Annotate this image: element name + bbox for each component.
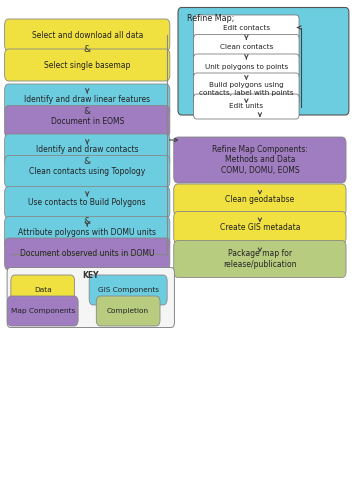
FancyBboxPatch shape	[5, 84, 170, 116]
Text: &: &	[84, 217, 91, 226]
Text: Create GIS metadata: Create GIS metadata	[220, 223, 300, 232]
FancyBboxPatch shape	[174, 240, 346, 278]
Text: GIS Components: GIS Components	[98, 287, 159, 293]
FancyBboxPatch shape	[194, 73, 299, 105]
FancyBboxPatch shape	[5, 238, 170, 270]
Text: Build polygons using
contacts, label with points: Build polygons using contacts, label wit…	[199, 82, 294, 96]
FancyBboxPatch shape	[194, 15, 299, 40]
FancyBboxPatch shape	[194, 54, 299, 79]
Text: Select single basemap: Select single basemap	[44, 60, 130, 70]
Text: Document in EOMS: Document in EOMS	[51, 117, 124, 126]
Text: &: &	[84, 156, 91, 166]
Text: Clean geodatabse: Clean geodatabse	[225, 196, 294, 204]
Text: Edit contacts: Edit contacts	[223, 24, 270, 30]
Text: &: &	[84, 106, 91, 116]
FancyBboxPatch shape	[178, 8, 349, 115]
FancyBboxPatch shape	[5, 186, 170, 218]
Text: Identify and draw contacts: Identify and draw contacts	[36, 146, 138, 154]
Text: Completion: Completion	[107, 308, 149, 314]
Text: Refine Map;: Refine Map;	[187, 14, 234, 23]
Text: Map Components: Map Components	[11, 308, 75, 314]
FancyBboxPatch shape	[174, 184, 346, 216]
FancyBboxPatch shape	[7, 296, 78, 326]
Text: Package map for
release/publication: Package map for release/publication	[223, 250, 297, 268]
FancyBboxPatch shape	[89, 275, 167, 305]
Text: Refine Map Components:
Methods and Data
COMU, DOMU, EOMS: Refine Map Components: Methods and Data …	[212, 145, 308, 175]
Text: &: &	[84, 44, 91, 54]
FancyBboxPatch shape	[5, 156, 170, 188]
FancyBboxPatch shape	[5, 49, 170, 81]
Text: Unit polygons to points: Unit polygons to points	[205, 64, 288, 70]
Text: Edit units: Edit units	[229, 104, 263, 110]
Text: Use contacts to Build Polygons: Use contacts to Build Polygons	[28, 198, 146, 207]
FancyBboxPatch shape	[7, 268, 174, 328]
FancyBboxPatch shape	[194, 94, 299, 119]
FancyBboxPatch shape	[174, 137, 346, 183]
Text: KEY: KEY	[83, 272, 99, 280]
Text: Select and download all data: Select and download all data	[32, 30, 143, 40]
FancyBboxPatch shape	[194, 34, 299, 59]
FancyBboxPatch shape	[5, 134, 170, 166]
Text: Attribute polygons with DOMU units: Attribute polygons with DOMU units	[18, 228, 156, 237]
FancyBboxPatch shape	[5, 106, 170, 138]
Text: Clean contacts using Topology: Clean contacts using Topology	[29, 167, 145, 176]
FancyBboxPatch shape	[11, 275, 74, 305]
Text: Data: Data	[34, 287, 52, 293]
FancyBboxPatch shape	[174, 212, 346, 244]
FancyBboxPatch shape	[5, 19, 170, 51]
FancyBboxPatch shape	[5, 216, 170, 248]
Text: Identify and draw linear features: Identify and draw linear features	[24, 96, 150, 104]
FancyBboxPatch shape	[96, 296, 160, 326]
Text: Document observed units in DOMU: Document observed units in DOMU	[20, 250, 155, 258]
Text: Clean contacts: Clean contacts	[220, 44, 273, 50]
